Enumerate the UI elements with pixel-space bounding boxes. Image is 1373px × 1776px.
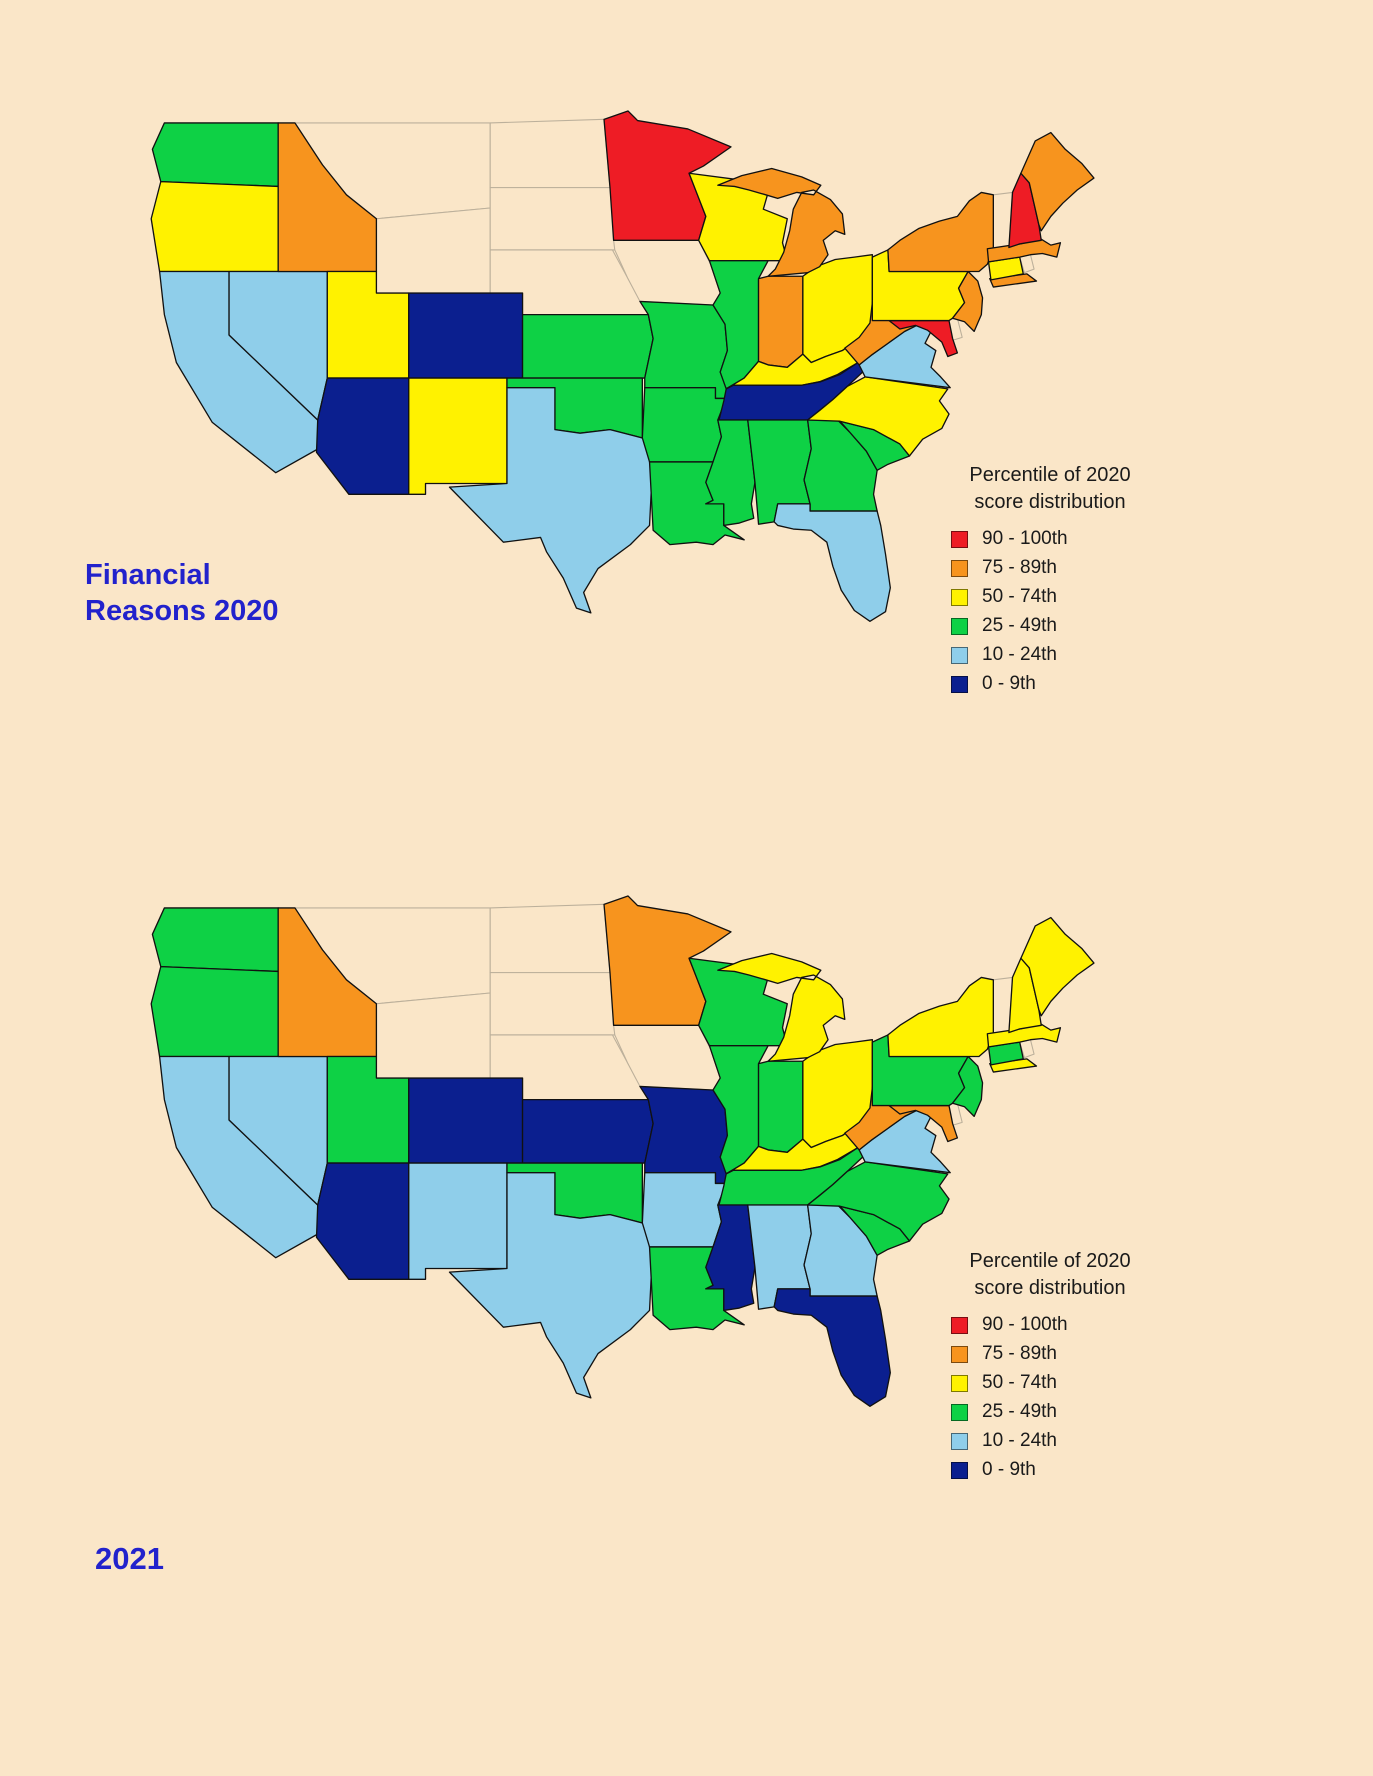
legend-label-p10_24: 10 - 24th [982, 644, 1057, 665]
legend-title: Percentile of 2020 score distribution [925, 462, 1175, 516]
legend-swatch-p90_100 [951, 530, 968, 548]
legend-swatch-p10_24 [951, 646, 968, 664]
map2-title: 2021 [95, 1540, 164, 1579]
legend-label-p75_89: 75 - 89th [982, 1343, 1057, 1364]
state-co [408, 1077, 524, 1164]
state-mo [639, 300, 729, 400]
state-nd [489, 903, 611, 974]
legend-label-p50_74: 50 - 74th [982, 1372, 1057, 1393]
legend-item-p50_74: 50 - 74th [951, 586, 1175, 608]
legend-item-p25_49: 25 - 49th [951, 615, 1175, 637]
legend-swatch-p0_9 [951, 675, 968, 693]
state-sd [489, 972, 616, 1036]
state-nj [951, 270, 984, 333]
state-co [408, 292, 524, 379]
us-choropleth-2020 [150, 110, 1095, 622]
legend-item-p90_100: 90 - 100th [951, 1314, 1175, 1336]
map-financial-reasons-2020 [35, 75, 1185, 674]
state-sd [489, 187, 616, 251]
legend: Percentile of 2020 score distribution 90… [925, 1248, 1175, 1488]
state-tx [448, 387, 654, 614]
legend-swatch-p0_9 [951, 1461, 968, 1479]
state-id [277, 907, 378, 1058]
state-nj [951, 1055, 984, 1118]
us-choropleth-2021 [150, 895, 1095, 1407]
legend-title-line1: Percentile of 2020 [969, 1250, 1131, 1272]
legend-swatch-p10_24 [951, 1432, 968, 1450]
state-nd [489, 118, 611, 189]
legend-label-p10_24: 10 - 24th [982, 1430, 1057, 1451]
state-mo [639, 1085, 729, 1185]
legend-items: 90 - 100th 75 - 89th 50 - 74th 25 - 49th 10 … [951, 528, 1175, 695]
legend-item-p25_49: 25 - 49th [951, 1401, 1175, 1423]
legend-item-p75_89: 75 - 89th [951, 1343, 1175, 1365]
state-wy [375, 992, 491, 1079]
state-ar [641, 387, 727, 463]
state-wa [151, 122, 279, 188]
legend-swatch-p25_49 [951, 1403, 968, 1421]
map2-title-text: 2021 [95, 1541, 164, 1576]
map1-title-line2: Reasons 2020 [85, 595, 279, 628]
state-mi [717, 167, 846, 277]
legend-swatch-p50_74 [951, 1374, 968, 1392]
legend: Percentile of 2020 score distribution 90… [925, 462, 1175, 702]
legend-item-p10_24: 10 - 24th [951, 1430, 1175, 1452]
state-fl [773, 1288, 891, 1407]
state-fl [773, 503, 891, 622]
state-md [888, 1104, 959, 1143]
legend-item-p90_100: 90 - 100th [951, 528, 1175, 550]
legend-swatch-p50_74 [951, 588, 968, 606]
legend-title-line1: Percentile of 2020 [969, 464, 1131, 486]
legend-items: 90 - 100th 75 - 89th 50 - 74th 25 - 49th 10 … [951, 1314, 1175, 1481]
legend-item-p10_24: 10 - 24th [951, 644, 1175, 666]
legend-label-p50_74: 50 - 74th [982, 586, 1057, 607]
state-id [277, 122, 378, 273]
state-nc [806, 1161, 950, 1242]
legend-swatch-p75_89 [951, 1345, 968, 1363]
state-or [150, 180, 279, 273]
state-wa [151, 907, 279, 973]
state-az [315, 377, 410, 495]
state-in [757, 1060, 804, 1153]
state-wy [375, 207, 491, 294]
legend-label-p25_49: 25 - 49th [982, 615, 1057, 636]
legend-title: Percentile of 2020 score distribution [925, 1248, 1175, 1302]
state-me [1020, 916, 1095, 1017]
state-mi [717, 952, 846, 1062]
state-ms [705, 419, 756, 527]
state-or [150, 965, 279, 1058]
legend-item-p0_9: 0 - 9th [951, 1459, 1175, 1481]
legend-item-p0_9: 0 - 9th [951, 673, 1175, 695]
legend-title-line2: score distribution [974, 1277, 1126, 1299]
state-nc [806, 376, 950, 457]
state-ms [705, 1204, 756, 1312]
map1-title: Financial Reasons 2020 [85, 557, 278, 630]
state-md [888, 319, 959, 358]
legend-label-p25_49: 25 - 49th [982, 1401, 1057, 1422]
legend-label-p0_9: 0 - 9th [982, 1459, 1036, 1480]
legend-title-line2: score distribution [974, 491, 1126, 513]
map1-title-line1: Financial [85, 559, 211, 591]
state-ar [641, 1172, 727, 1248]
state-az [315, 1162, 410, 1280]
state-ks [521, 1098, 654, 1164]
legend-swatch-p75_89 [951, 559, 968, 577]
state-nm [408, 377, 508, 495]
legend-item-p50_74: 50 - 74th [951, 1372, 1175, 1394]
legend-label-p0_9: 0 - 9th [982, 673, 1036, 694]
state-tx [448, 1172, 654, 1399]
state-nm [408, 1162, 508, 1280]
legend-swatch-p90_100 [951, 1316, 968, 1334]
legend-label-p90_100: 90 - 100th [982, 528, 1068, 549]
legend-label-p75_89: 75 - 89th [982, 557, 1057, 578]
legend-item-p75_89: 75 - 89th [951, 557, 1175, 579]
state-in [757, 275, 804, 368]
state-me [1020, 131, 1095, 232]
legend-label-p90_100: 90 - 100th [982, 1314, 1068, 1335]
state-ks [521, 313, 654, 379]
legend-swatch-p25_49 [951, 617, 968, 635]
map-2021 [35, 860, 1185, 1459]
